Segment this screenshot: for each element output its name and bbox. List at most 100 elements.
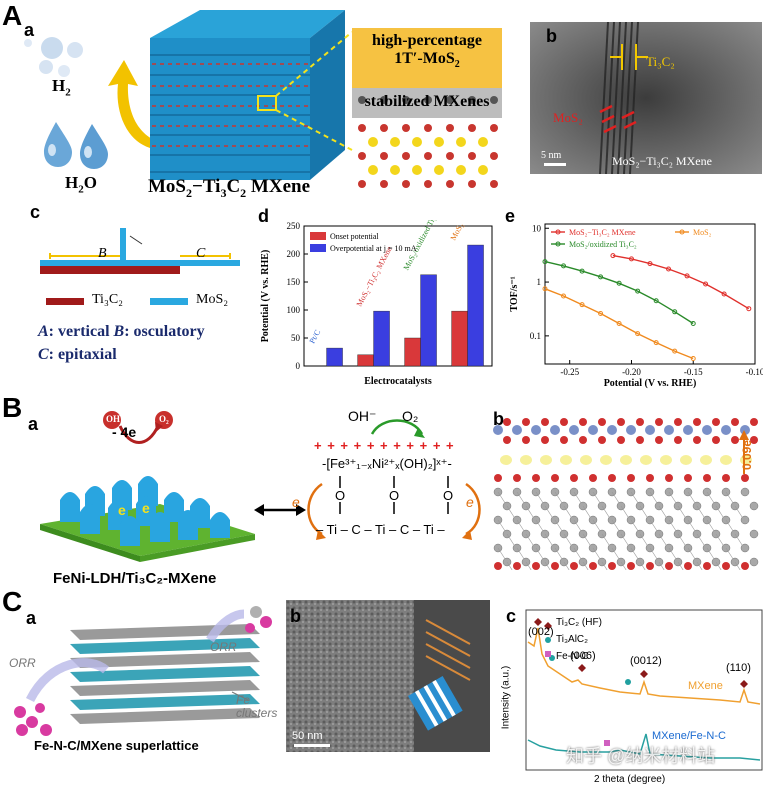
legend-ti3c2-marker xyxy=(544,622,552,630)
Cc-curve-mxene: MXene xyxy=(688,680,723,692)
atom-o xyxy=(665,562,673,570)
atom-o xyxy=(541,436,549,444)
charge-density xyxy=(580,455,592,465)
atom-ni xyxy=(493,425,503,435)
orr-arrow-right-icon xyxy=(206,609,245,643)
Ca-orr-left: ORR xyxy=(9,656,36,670)
bar-onset xyxy=(357,354,374,367)
atom-ni xyxy=(740,425,750,435)
Ba-o2-label: O₂ xyxy=(159,414,169,424)
charge-density xyxy=(500,455,512,465)
axes-frame xyxy=(303,225,493,367)
Bb-value: 0.09e xyxy=(740,440,754,471)
atom-o xyxy=(617,436,625,444)
bar-overpotential xyxy=(373,310,390,367)
atom-ni xyxy=(645,425,655,435)
x-tick-label: -0.25 xyxy=(560,367,579,377)
panel-label-Cc: c xyxy=(506,606,517,626)
atom-o xyxy=(608,562,616,570)
panel-label-Aa: a xyxy=(24,20,35,40)
y-tick-label: 150 xyxy=(287,277,301,287)
atom-o xyxy=(627,562,635,570)
Ba-e-right: e xyxy=(142,500,150,516)
xrd-curve-mxene xyxy=(527,627,761,705)
legend-ti3c2-swatch xyxy=(46,298,84,305)
atom-o xyxy=(655,436,663,444)
series-line xyxy=(544,288,694,360)
atom-o xyxy=(608,474,616,482)
bond xyxy=(734,561,741,570)
legend-mos2-swatch xyxy=(150,298,188,305)
data-point xyxy=(579,302,585,308)
atom-o xyxy=(741,562,749,570)
atom-o xyxy=(503,418,511,426)
atom-ni xyxy=(683,425,693,435)
data-point xyxy=(635,288,641,294)
y-tick-label: 1 xyxy=(537,277,542,287)
atom-o xyxy=(741,474,749,482)
charge-density xyxy=(720,455,732,465)
box2-text: stabilized MXenes xyxy=(364,93,490,110)
legend-label: Overpotential at j = 10 mA xyxy=(330,244,417,253)
Cb-tem-image xyxy=(286,600,490,752)
Ba-scheme-e-left: e xyxy=(292,494,300,510)
bar-onset xyxy=(451,310,468,367)
atom-o xyxy=(684,562,692,570)
legend-label: MoS₂ xyxy=(693,228,712,237)
bond xyxy=(601,561,608,570)
atom-o xyxy=(589,562,597,570)
panel-label-Bb: b xyxy=(493,409,504,429)
atom-o xyxy=(636,418,644,426)
data-point xyxy=(610,253,616,259)
Ba-oh-label: OH xyxy=(106,414,121,424)
data-point xyxy=(746,306,752,312)
bar-overpotential xyxy=(467,244,484,367)
ldh-sheet-icon xyxy=(40,476,255,562)
Ca-orr-right: ORR xyxy=(210,640,237,654)
Ac-B-label: B xyxy=(98,246,107,261)
orr-arrow-left-icon xyxy=(25,658,109,703)
Ca-superlattice xyxy=(14,606,272,736)
atom-o xyxy=(551,562,559,570)
Ab-mos2-label: MoS₂ xyxy=(553,110,583,125)
orange-arrow-right-icon xyxy=(465,482,481,536)
axes-frame xyxy=(544,223,756,365)
x-axis-label: Electrocatalysts xyxy=(364,376,432,387)
bond xyxy=(658,561,665,570)
charge-density xyxy=(520,455,532,465)
legend-label: MoS₂−Ti₃C₂ MXene xyxy=(569,228,636,237)
bar-overpotential xyxy=(420,274,437,367)
panel-label-Ad: d xyxy=(258,206,269,226)
data-point xyxy=(721,291,727,297)
atom-ni xyxy=(721,425,731,435)
atom-ni xyxy=(512,425,522,435)
atom-ni xyxy=(588,425,598,435)
atom-o xyxy=(731,436,739,444)
product-molecules-icon xyxy=(245,606,272,633)
category-label: Pt/C xyxy=(308,328,323,345)
atom-o xyxy=(617,418,625,426)
Cc-curve-mxene-fenc: MXene/Fe-N-C xyxy=(652,730,726,742)
atom-o xyxy=(646,562,654,570)
bond xyxy=(677,561,684,570)
Ac-legend-line2: C: epitaxial xyxy=(38,346,117,363)
atom-o xyxy=(693,436,701,444)
Ac-legend-line1: A: vertical B: osculatory xyxy=(38,323,205,340)
Cc-xlabel: 2 theta (degree) xyxy=(594,774,666,785)
Cc-ylabel: Intensity (a.u.) xyxy=(500,665,512,730)
panel-label-Ae: e xyxy=(505,206,516,226)
bond xyxy=(620,561,627,570)
legend-ti3c2-text: Ti₃C₂ xyxy=(92,292,124,307)
data-point xyxy=(653,340,659,346)
legend-marker xyxy=(679,229,685,235)
charge-density xyxy=(540,455,552,465)
atom-o xyxy=(579,418,587,426)
box1-text: high-percentage 1T′-MoS2 xyxy=(372,32,482,71)
atom-o xyxy=(560,436,568,444)
atom-ti xyxy=(749,529,759,539)
bar-overpotential xyxy=(326,347,343,367)
atom-o xyxy=(532,474,540,482)
superlattice-layers xyxy=(70,624,260,724)
data-point xyxy=(598,311,604,317)
data-point xyxy=(628,256,634,262)
